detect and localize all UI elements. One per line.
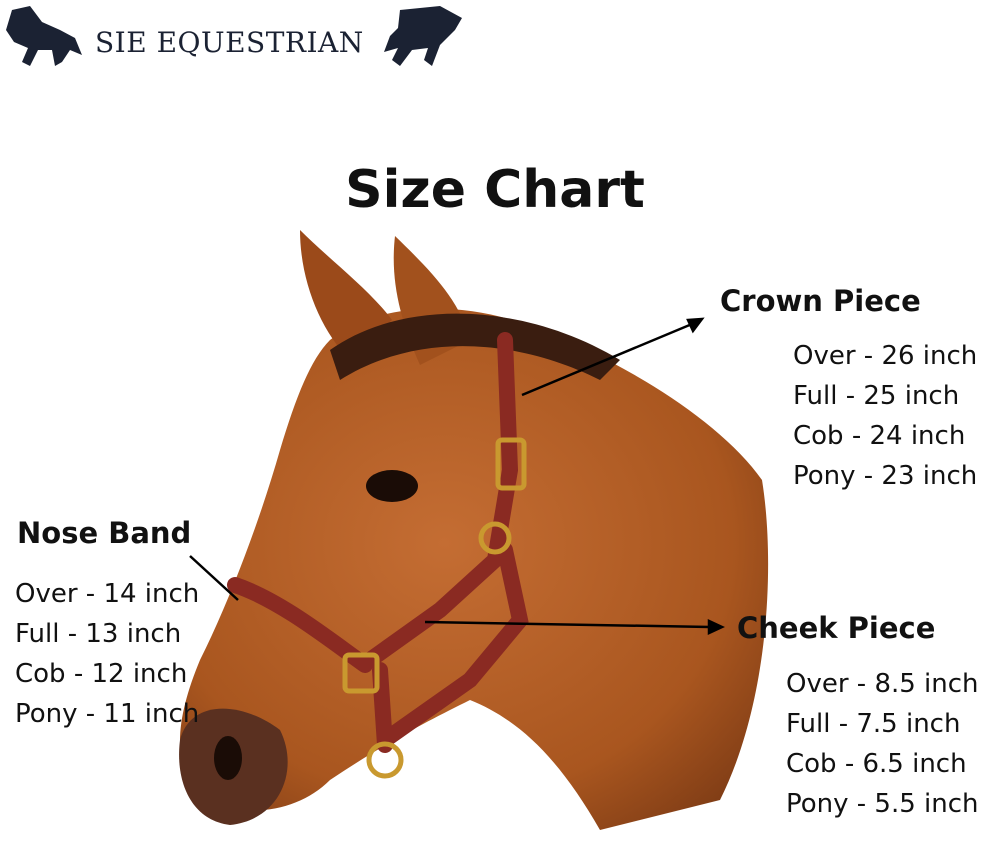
- trotting-horse-icon: [6, 6, 462, 66]
- size-line: Cob - 6.5 inch: [786, 749, 967, 779]
- size-line: Pony - 11 inch: [15, 699, 200, 729]
- size-line: Over - 26 inch: [793, 341, 978, 371]
- horse-head: [179, 230, 769, 830]
- cheek-piece-heading: Cheek Piece: [737, 611, 936, 645]
- brand-name: SIE EQUESTRIAN: [95, 26, 364, 59]
- size-line: Full - 25 inch: [793, 381, 960, 411]
- crown-pointer-arrow: [521, 322, 693, 397]
- crown-piece-heading: Crown Piece: [720, 284, 921, 318]
- size-line: Full - 13 inch: [15, 619, 182, 649]
- page-title: Size Chart: [345, 160, 645, 220]
- nose-band-heading: Nose Band: [17, 516, 192, 550]
- cheek-pointer-arrow: [424, 620, 711, 629]
- size-line: Cob - 24 inch: [793, 421, 966, 451]
- size-line: Pony - 23 inch: [793, 461, 978, 491]
- size-line: Over - 8.5 inch: [786, 669, 979, 699]
- size-line: Over - 14 inch: [15, 579, 200, 609]
- nose-band-sizes: Over - 14 inch Full - 13 inch Cob - 12 i…: [15, 574, 199, 734]
- cheek-piece-sizes: Over - 8.5 inch Full - 7.5 inch Cob - 6.…: [786, 664, 979, 824]
- size-line: Cob - 12 inch: [15, 659, 188, 689]
- crown-piece-sizes: Over - 26 inch Full - 25 inch Cob - 24 i…: [793, 336, 977, 496]
- nose-pointer-line: [189, 555, 239, 601]
- size-line: Full - 7.5 inch: [786, 709, 961, 739]
- size-line: Pony - 5.5 inch: [786, 789, 979, 819]
- buckles: [342, 437, 527, 779]
